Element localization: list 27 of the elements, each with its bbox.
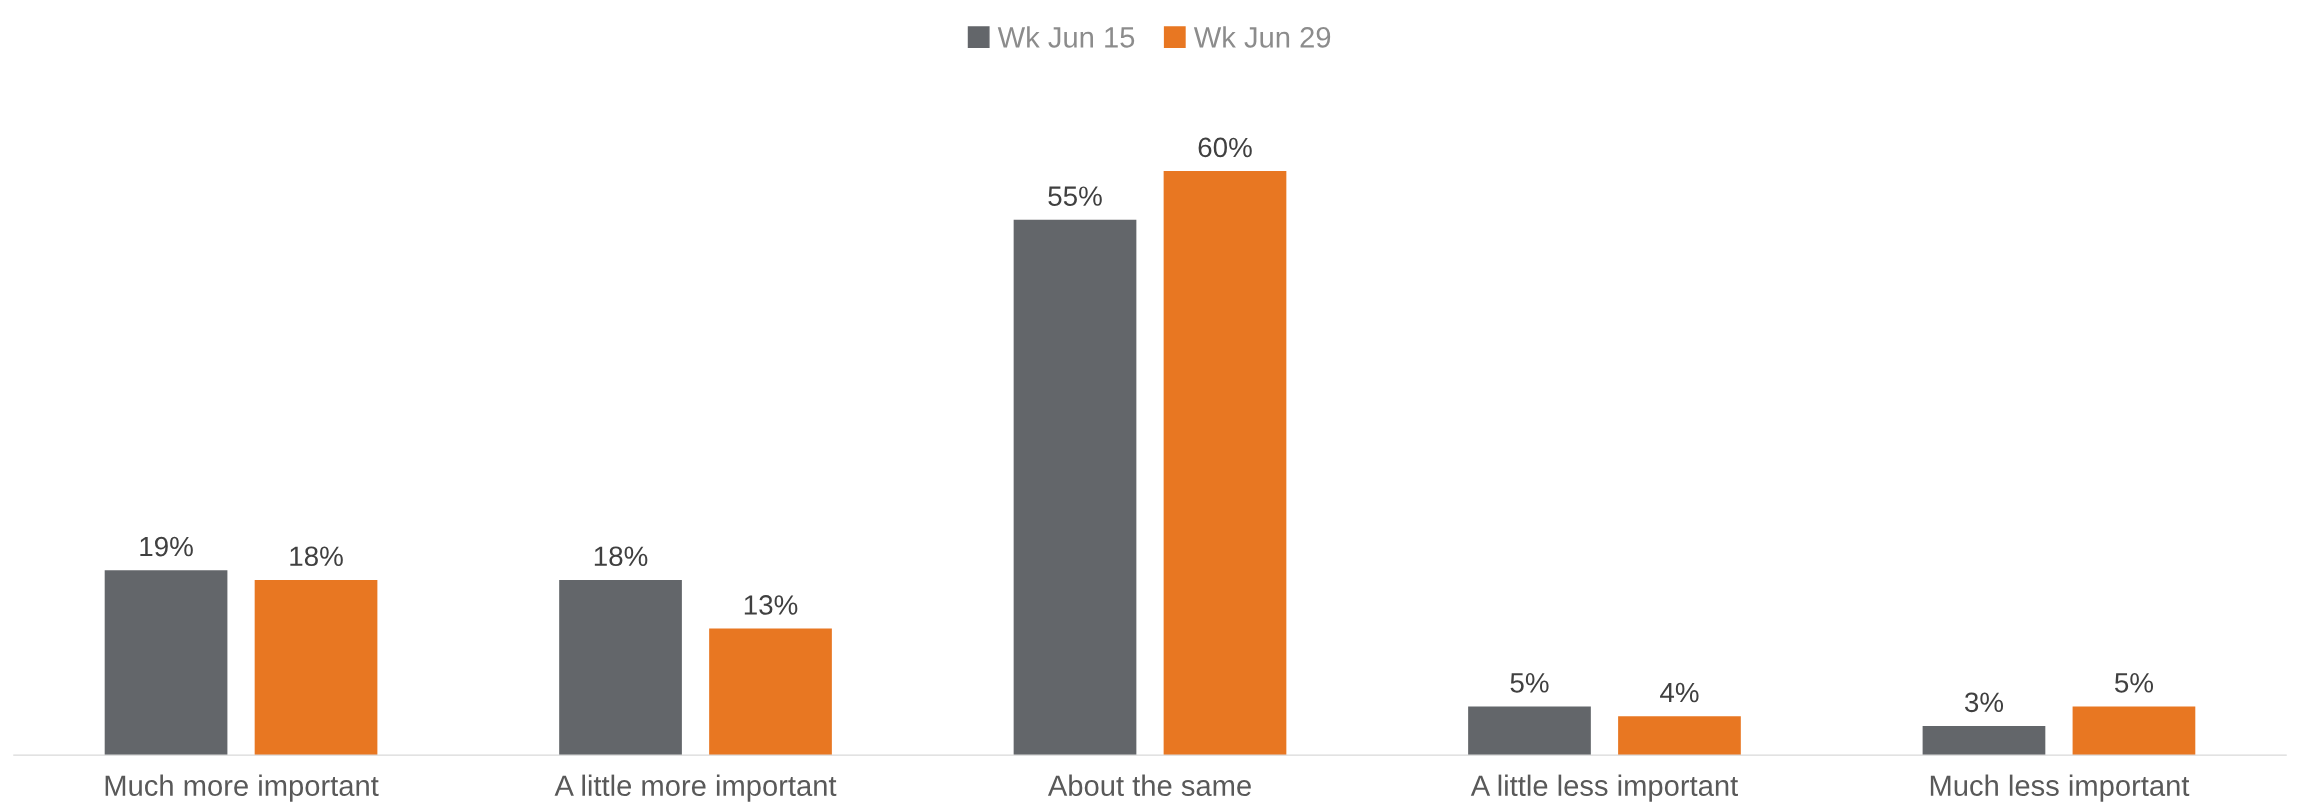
x-tick-label: A little more important [554, 774, 837, 802]
data-label: 19% [140, 536, 193, 557]
x-tick-label: A little less important [1470, 774, 1739, 802]
data-label: 13% [744, 595, 798, 615]
bar [1163, 171, 1287, 756]
bar [559, 579, 682, 756]
bar [104, 570, 228, 756]
bar [1922, 725, 2046, 756]
x-tick-label: Much less important [1930, 774, 2190, 802]
data-label: 55% [1048, 186, 1102, 206]
bar [1468, 706, 1591, 756]
data-label: 60% [1198, 137, 1252, 158]
legend-label: Wk Jun 29 [1193, 26, 1331, 48]
bar [254, 579, 378, 756]
x-tick-label: About the same [1047, 774, 1251, 797]
data-label: 5% [1510, 673, 1549, 693]
legend-label: Wk Jun 15 [997, 26, 1135, 48]
data-label: 3% [1964, 692, 2004, 713]
data-label: 18% [594, 546, 648, 567]
bar [2072, 706, 2196, 756]
bar [1013, 219, 1137, 756]
data-label: 4% [1660, 682, 1699, 703]
x-tick-label: Much more important [105, 774, 379, 802]
bar [709, 628, 832, 756]
bar [1618, 716, 1741, 756]
data-label: 18% [290, 546, 343, 567]
data-label: 5% [2114, 673, 2154, 693]
